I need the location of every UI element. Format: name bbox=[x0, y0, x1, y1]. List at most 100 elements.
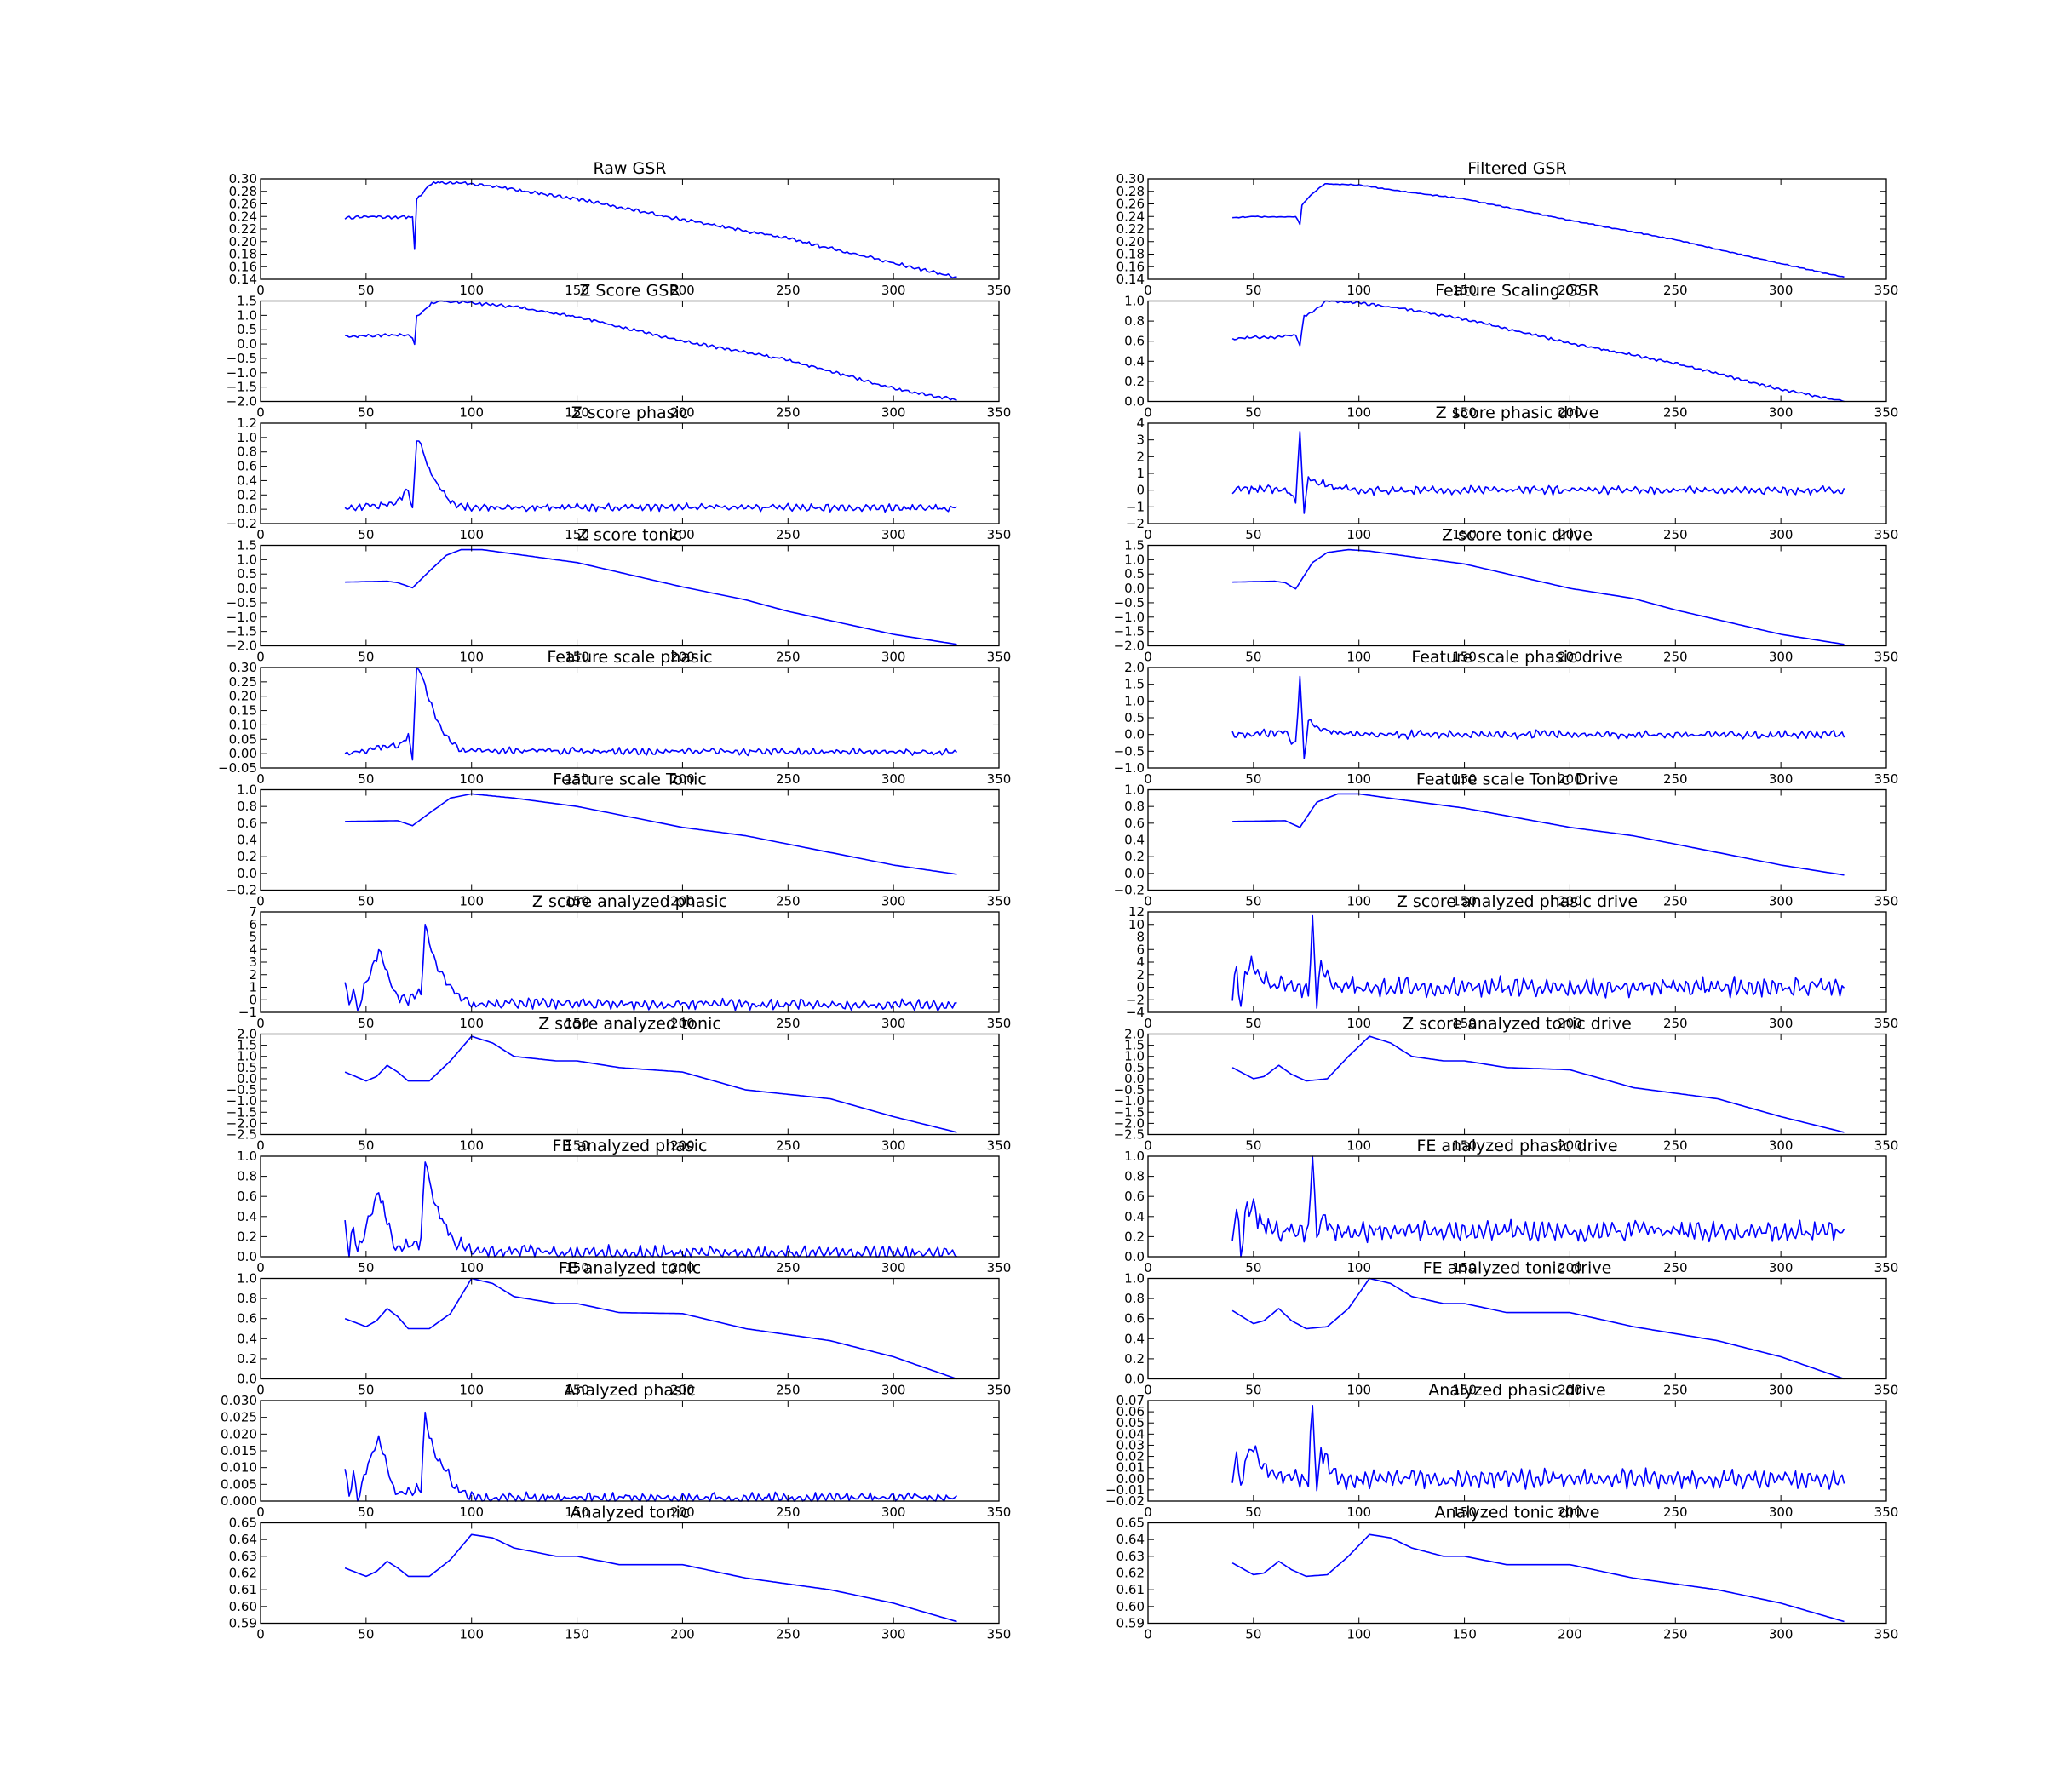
x-tick-label: 100 bbox=[459, 1260, 484, 1275]
y-tick-label: −1.0 bbox=[227, 1093, 257, 1109]
y-tick-label: 0.6 bbox=[1124, 1189, 1145, 1204]
x-tick-label: 50 bbox=[358, 1627, 374, 1642]
x-tick-label: 350 bbox=[987, 894, 1012, 909]
x-tick-label: 150 bbox=[565, 1016, 589, 1031]
y-tick-label: 0.26 bbox=[1116, 197, 1145, 212]
subplot-8: 0 50 100 150 200 250 300 3501.51.00.50.0−0.5−1.… bbox=[1114, 526, 1899, 665]
x-tick-label: 0 bbox=[1144, 405, 1152, 421]
y-tick-label: 0.6 bbox=[1124, 1311, 1145, 1327]
y-tick-label: 0.64 bbox=[229, 1532, 257, 1547]
y-tick-label: −1.0 bbox=[227, 610, 257, 625]
subplot-9: 0 50 100 150 200 250 300 350 0.300.250.200.150.1… bbox=[218, 648, 1011, 787]
x-tick-label: 300 bbox=[1769, 283, 1794, 298]
x-tick-label: 100 bbox=[459, 1138, 484, 1154]
y-tick-label: 0.25 bbox=[229, 674, 257, 690]
x-tick-label: 300 bbox=[881, 1138, 906, 1154]
x-tick-label: 100 bbox=[459, 1016, 484, 1031]
y-tick-label: 0.2 bbox=[237, 849, 257, 864]
x-tick-label: 350 bbox=[987, 1627, 1012, 1642]
x-tick-label: 150 bbox=[1452, 1504, 1477, 1520]
x-tick-label: 150 bbox=[1452, 1016, 1477, 1031]
x-tick-label: 250 bbox=[1663, 1016, 1688, 1031]
x-tick-label: 100 bbox=[1346, 527, 1371, 542]
y-tick-label: 0.28 bbox=[229, 184, 257, 199]
y-tick-label: 0.6 bbox=[237, 816, 257, 831]
x-tick-label: 300 bbox=[881, 283, 906, 298]
x-tick-label: 100 bbox=[459, 527, 484, 542]
axes-frame bbox=[1147, 1277, 1887, 1380]
y-tick-label: 0.61 bbox=[229, 1582, 257, 1597]
x-tick-label: 350 bbox=[987, 283, 1012, 298]
y-tick-label: 0.24 bbox=[229, 209, 257, 224]
x-tick-label: 100 bbox=[1346, 283, 1371, 298]
x-tick-label: 250 bbox=[776, 405, 801, 421]
y-tick-label: 0.16 bbox=[229, 259, 257, 274]
x-tick-label: 150 bbox=[1452, 1138, 1477, 1154]
x-tick-label: 100 bbox=[1346, 1504, 1371, 1520]
x-tick-label: 150 bbox=[1452, 1627, 1477, 1642]
subplot-title: Z score tonic drive bbox=[1442, 526, 1593, 545]
x-tick-label: 350 bbox=[987, 650, 1012, 665]
x-tick-label: 0 bbox=[1144, 283, 1152, 298]
x-tick-label: 300 bbox=[1769, 405, 1794, 421]
y-tick-label: 1.5 bbox=[1124, 1038, 1145, 1053]
y-tick-label: 0.4 bbox=[1124, 833, 1145, 848]
x-tick-label: 200 bbox=[670, 1016, 695, 1031]
y-tick-label: 1.0 bbox=[1124, 1271, 1145, 1287]
series-line bbox=[1232, 548, 1845, 645]
y-tick-label: 1.0 bbox=[1124, 552, 1145, 567]
x-tick-label: 200 bbox=[670, 283, 695, 298]
series-line bbox=[344, 1411, 958, 1502]
x-tick-label: 100 bbox=[459, 283, 484, 298]
series-line bbox=[344, 1035, 957, 1133]
y-tick-label: 0.015 bbox=[221, 1443, 257, 1458]
x-tick-label: 0 bbox=[1144, 771, 1152, 787]
x-tick-label: 350 bbox=[987, 1016, 1012, 1031]
x-tick-label: 50 bbox=[1245, 1138, 1261, 1154]
y-tick-label: −0.2 bbox=[227, 883, 257, 898]
subplot-19: 0 50 100 150 200 250 300 350 1.0 0.8 0.6 0.4 0.2 0.0 F… bbox=[237, 1259, 1011, 1398]
y-tick-label: 0.8 bbox=[1124, 1169, 1145, 1184]
y-tick-label: 0.5 bbox=[1124, 710, 1145, 725]
x-tick-label: 250 bbox=[1663, 1383, 1688, 1398]
x-tick-label: 250 bbox=[776, 650, 801, 665]
y-tick-label: −2.5 bbox=[227, 1127, 257, 1143]
x-tick-label: 350 bbox=[1874, 1383, 1899, 1398]
y-tick-label: 0.0 bbox=[1124, 1249, 1145, 1264]
x-tick-label: 0 bbox=[256, 1138, 265, 1154]
axes-frame bbox=[1147, 1400, 1887, 1502]
y-tick-label: 0.6 bbox=[1124, 816, 1145, 831]
y-tick-label: 0.65 bbox=[229, 1516, 257, 1531]
y-tick-label: 0.00 bbox=[1116, 1471, 1145, 1487]
y-tick-label: 2 bbox=[249, 967, 257, 983]
y-tick-label: 0.20 bbox=[1116, 234, 1145, 249]
y-tick-label: 1.5 bbox=[1124, 677, 1145, 692]
y-tick-label: 0.00 bbox=[229, 746, 257, 761]
series-line bbox=[1231, 1405, 1845, 1492]
y-tick-label: 1 bbox=[1136, 466, 1145, 481]
series-line bbox=[344, 440, 957, 513]
y-tick-label: 0.18 bbox=[229, 247, 257, 262]
x-tick-label: 100 bbox=[1346, 1138, 1371, 1154]
y-tick-label: 0.8 bbox=[1124, 313, 1145, 329]
subplot-title: Feature scale Tonic bbox=[553, 771, 707, 789]
x-tick-label: 150 bbox=[565, 405, 589, 421]
subplot-3: 0 50 100 150 200 250 300 3501.51.00.50.0−0.5−1.… bbox=[227, 282, 1012, 421]
subplot-4: 0 50 100 150 200 250 300 350 1.0 0.8 0.6 0.4 0.2 0.0 F… bbox=[1124, 282, 1898, 421]
subplot-title: Feature Scaling GSR bbox=[1435, 282, 1599, 301]
x-tick-label: 250 bbox=[1663, 1627, 1688, 1642]
axes-frame bbox=[1147, 300, 1887, 403]
y-tick-label: −0.01 bbox=[1105, 1482, 1145, 1498]
y-tick-label: 0.63 bbox=[229, 1549, 257, 1564]
y-tick-label: 0.07 bbox=[1116, 1393, 1145, 1408]
y-tick-label: 0.0 bbox=[237, 1372, 257, 1387]
y-tick-label: −1 bbox=[1126, 499, 1145, 514]
x-tick-label: 150 bbox=[1452, 283, 1477, 298]
x-tick-label: 200 bbox=[1558, 1383, 1582, 1398]
y-tick-label: −0.05 bbox=[218, 760, 257, 776]
y-tick-label: 0.5 bbox=[1124, 566, 1145, 582]
y-tick-label: 0.5 bbox=[1124, 1060, 1145, 1075]
x-tick-label: 350 bbox=[1874, 405, 1899, 421]
y-tick-label: 2.0 bbox=[1124, 1027, 1145, 1042]
x-tick-label: 250 bbox=[1663, 283, 1688, 298]
